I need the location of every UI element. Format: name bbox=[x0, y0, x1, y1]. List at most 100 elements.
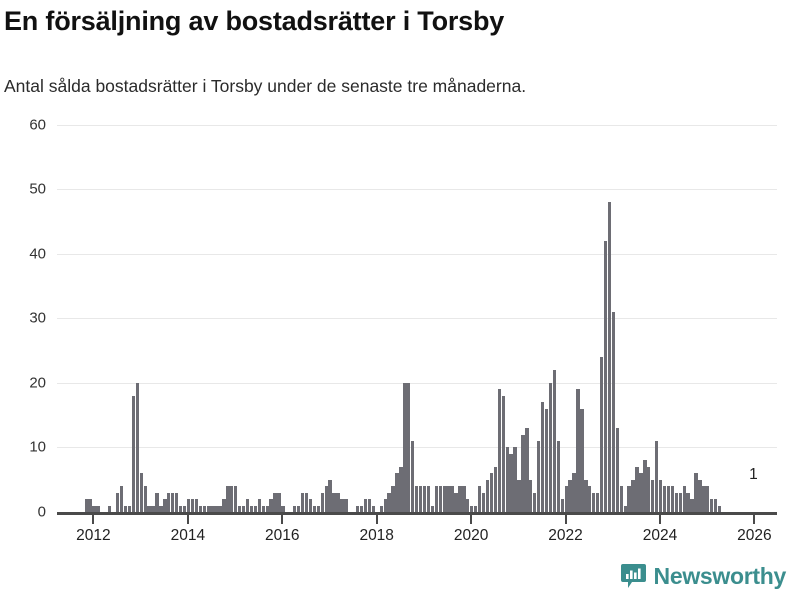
bar bbox=[324, 486, 328, 512]
bar bbox=[627, 486, 631, 512]
bar bbox=[116, 492, 120, 512]
bar bbox=[182, 505, 187, 512]
bar bbox=[430, 505, 435, 512]
bar bbox=[662, 486, 667, 512]
bar bbox=[474, 505, 478, 512]
x-tick bbox=[564, 515, 567, 524]
bar bbox=[155, 492, 159, 512]
bar bbox=[568, 479, 572, 512]
bar bbox=[391, 486, 395, 512]
bar bbox=[167, 492, 171, 512]
bar bbox=[210, 505, 214, 512]
bar bbox=[635, 466, 639, 512]
bar bbox=[304, 492, 309, 512]
x-tick bbox=[375, 515, 378, 524]
y-axis-labels: 0 10 20 30 40 50 60 bbox=[0, 112, 46, 520]
bar bbox=[666, 486, 671, 512]
bar bbox=[702, 486, 706, 512]
bar bbox=[643, 460, 647, 512]
bar bbox=[639, 473, 643, 512]
y-tick-label: 30 bbox=[29, 309, 46, 327]
bar bbox=[237, 505, 242, 512]
bar bbox=[658, 479, 663, 512]
bar bbox=[147, 505, 151, 512]
bar bbox=[281, 505, 285, 512]
bar-chart-bubble-icon bbox=[620, 563, 647, 590]
bar bbox=[163, 499, 167, 512]
bar bbox=[698, 479, 702, 512]
bar bbox=[584, 479, 588, 512]
bar bbox=[454, 492, 458, 512]
bar bbox=[481, 492, 486, 512]
bar bbox=[277, 492, 281, 512]
bar bbox=[458, 486, 462, 512]
brand-name: Newsworthy bbox=[653, 563, 787, 589]
bar bbox=[686, 492, 690, 512]
bar bbox=[300, 492, 305, 512]
bar bbox=[234, 486, 238, 512]
bar bbox=[190, 499, 195, 512]
bar bbox=[363, 499, 368, 512]
bar bbox=[108, 505, 112, 512]
bar bbox=[418, 486, 423, 512]
bar bbox=[513, 447, 517, 512]
gridline bbox=[57, 447, 777, 449]
bar bbox=[694, 473, 698, 512]
bar bbox=[269, 499, 273, 512]
bar bbox=[399, 466, 403, 512]
bar bbox=[623, 505, 627, 512]
bar bbox=[674, 492, 678, 512]
gridline bbox=[57, 189, 777, 191]
bar bbox=[261, 505, 265, 512]
bar bbox=[151, 505, 155, 512]
bar bbox=[312, 505, 317, 512]
x-tick-label: 2014 bbox=[170, 527, 206, 544]
bar bbox=[249, 505, 254, 512]
bar-series bbox=[57, 112, 777, 512]
bar bbox=[446, 486, 450, 512]
bar bbox=[595, 492, 600, 512]
bar bbox=[222, 499, 226, 512]
bar bbox=[651, 479, 655, 512]
bar bbox=[395, 473, 399, 512]
bar bbox=[273, 492, 277, 512]
bar bbox=[501, 395, 505, 512]
bar bbox=[293, 505, 297, 512]
bar bbox=[655, 441, 659, 512]
x-tick bbox=[281, 515, 284, 524]
bar bbox=[367, 499, 372, 512]
bar bbox=[88, 499, 92, 512]
bar bbox=[450, 486, 454, 512]
newsworthy-logo[interactable]: Newsworthy bbox=[620, 563, 786, 590]
bar bbox=[328, 479, 332, 512]
bar bbox=[332, 492, 336, 512]
bar bbox=[84, 499, 88, 512]
x-tick-label: 2016 bbox=[265, 527, 300, 544]
bar bbox=[462, 486, 466, 512]
bar bbox=[517, 479, 521, 512]
bar bbox=[603, 241, 608, 512]
bar bbox=[135, 382, 139, 512]
y-tick-label: 20 bbox=[29, 374, 46, 392]
bar bbox=[230, 486, 234, 512]
bar bbox=[560, 499, 564, 512]
x-tick bbox=[470, 515, 473, 524]
gridline bbox=[57, 318, 777, 320]
x-tick-label: 2012 bbox=[76, 527, 111, 544]
bar bbox=[92, 505, 96, 512]
page-title: En försäljning av bostadsrätter i Torsby bbox=[4, 6, 505, 36]
bar bbox=[710, 499, 714, 512]
bar bbox=[611, 312, 616, 512]
bar bbox=[426, 486, 431, 512]
bar bbox=[198, 505, 202, 512]
bar bbox=[159, 505, 163, 512]
bar bbox=[202, 505, 206, 512]
bar bbox=[434, 486, 439, 512]
bar bbox=[407, 382, 411, 512]
bar bbox=[253, 505, 258, 512]
bar bbox=[670, 486, 675, 512]
x-tick bbox=[186, 515, 189, 524]
bar bbox=[580, 408, 584, 512]
bar bbox=[529, 479, 533, 512]
bar bbox=[214, 505, 218, 512]
